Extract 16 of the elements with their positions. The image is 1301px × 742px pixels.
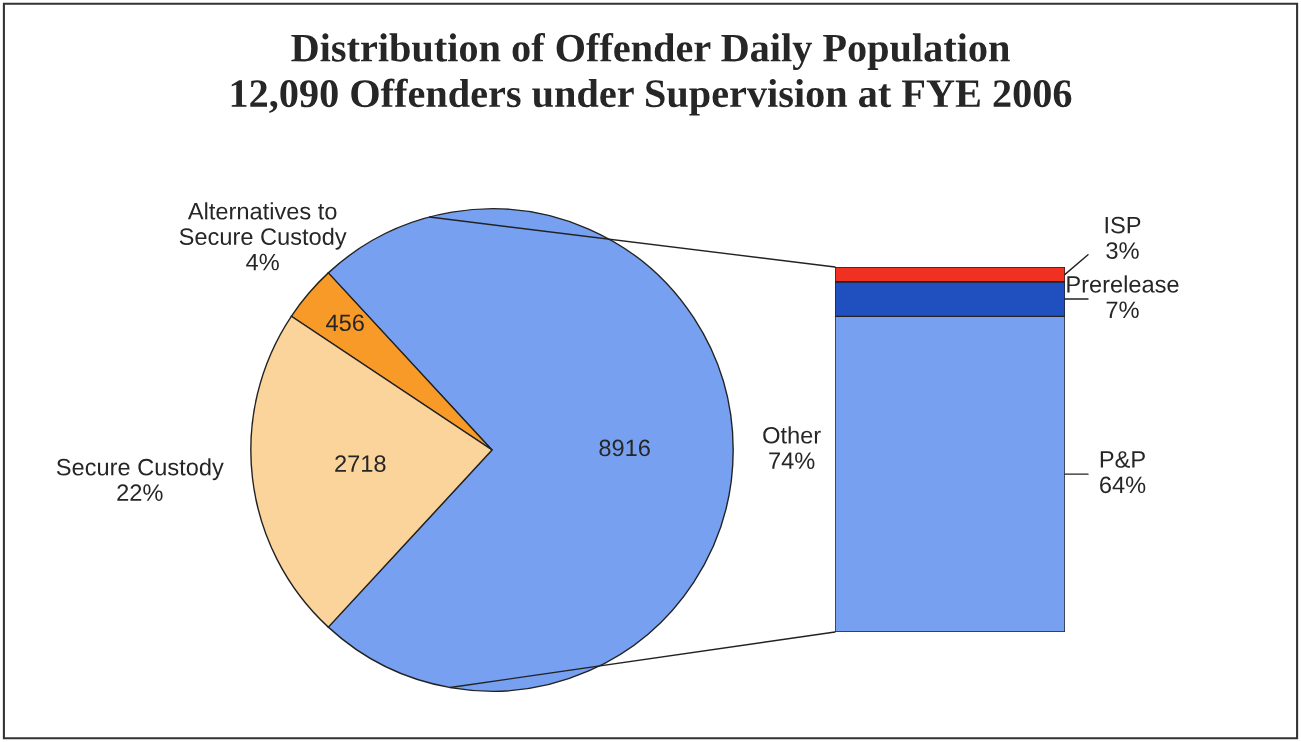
- text: ISP: [1105, 216, 1141, 234]
- chart-title: Distribution of Offender Daily Population 12,090 Offenders under Supervision at FYE 2006: [231, 32, 1072, 116]
- slice-label: Alternatives to Secure Custody: [179, 202, 347, 250]
- series-label: Prerelease: [1067, 275, 1179, 293]
- slice-label: Secure Custody: [56, 458, 224, 481]
- data-label: 7%: [1106, 301, 1139, 319]
- data-label: 64%: [1100, 476, 1146, 494]
- data-label: 8916: [599, 439, 650, 457]
- series-label: P&P: [1100, 451, 1145, 468]
- text: 22%: [117, 484, 163, 501]
- text: 74%: [769, 452, 815, 469]
- data-label: 456: [326, 314, 364, 332]
- data-label: 2718: [335, 455, 386, 473]
- text: 4%: [246, 253, 279, 271]
- data-label: 3%: [1106, 242, 1139, 259]
- slice-label: Other: [763, 426, 821, 444]
